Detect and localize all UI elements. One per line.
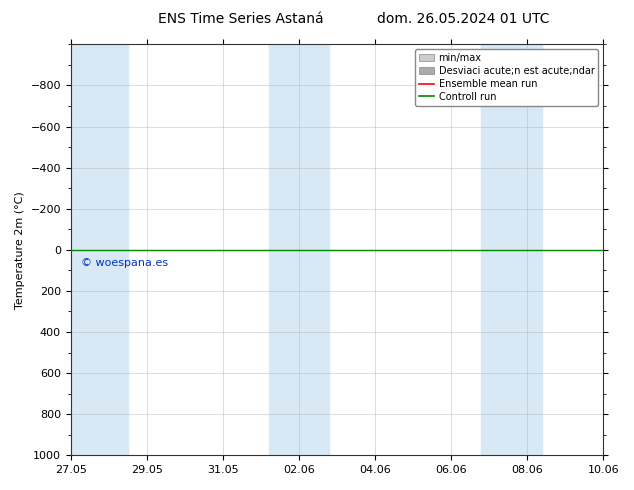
Bar — [299, 45, 330, 455]
Bar — [481, 45, 512, 455]
Text: © woespana.es: © woespana.es — [81, 258, 169, 268]
Bar — [71, 45, 128, 455]
Bar — [512, 45, 542, 455]
Legend: min/max, Desviaci acute;n est acute;ndar, Ensemble mean run, Controll run: min/max, Desviaci acute;n est acute;ndar… — [415, 49, 598, 106]
Text: dom. 26.05.2024 01 UTC: dom. 26.05.2024 01 UTC — [377, 12, 549, 26]
Bar — [269, 45, 299, 455]
Y-axis label: Temperature 2m (°C): Temperature 2m (°C) — [15, 191, 25, 309]
Text: ENS Time Series Astaná: ENS Time Series Astaná — [158, 12, 324, 26]
